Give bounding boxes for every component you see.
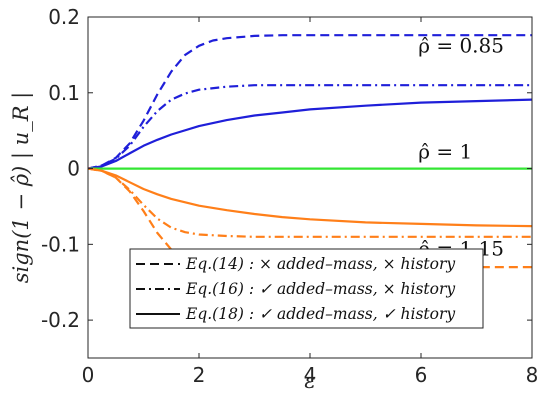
x-axis-title: ε bbox=[304, 369, 315, 393]
y-tick-label: 0.1 bbox=[48, 81, 80, 105]
y-tick-label: 0 bbox=[67, 157, 80, 181]
x-tick-label: 6 bbox=[415, 363, 428, 387]
axes-layer: 0 2 4 6 8 0.2 0.1 0 -0.1 -0.2 bbox=[41, 5, 537, 387]
legend: Eq.(14) : × added–mass, × history Eq.(16… bbox=[129, 248, 484, 329]
legend-label-eq16: Eq.(16) : ✓ added–mass, × history bbox=[185, 280, 455, 298]
x-tick-label: 8 bbox=[526, 363, 537, 387]
series-line-1-eq-14-0-85 bbox=[87, 34, 532, 170]
y-axis-title: sign(1 − ρ̂) | u_R | bbox=[9, 92, 34, 284]
series-line-2-eq-16-0-85 bbox=[87, 84, 532, 170]
legend-label-eq14: Eq.(14) : × added–mass, × history bbox=[185, 255, 455, 273]
curve-annotation: ρ̂ = 1 bbox=[418, 140, 472, 164]
legend-box bbox=[129, 248, 484, 329]
y-tick-label: -0.2 bbox=[41, 308, 80, 332]
x-tick-label: 2 bbox=[193, 363, 206, 387]
series-line-3-eq-18-0-85 bbox=[87, 98, 533, 170]
curve-annotation: ρ̂ = 0.85 bbox=[418, 34, 504, 58]
series-line-7-eq-18-1-15 bbox=[87, 167, 533, 228]
y-tick-label: 0.2 bbox=[48, 5, 80, 29]
x-tick-label: 0 bbox=[82, 363, 95, 387]
y-tick-label: -0.1 bbox=[41, 232, 80, 256]
x-tick-label: 4 bbox=[304, 363, 317, 387]
legend-label-eq18: Eq.(18) : ✓ added–mass, ✓ history bbox=[185, 305, 455, 323]
series-line-6-eq-16-1-15 bbox=[87, 167, 532, 238]
